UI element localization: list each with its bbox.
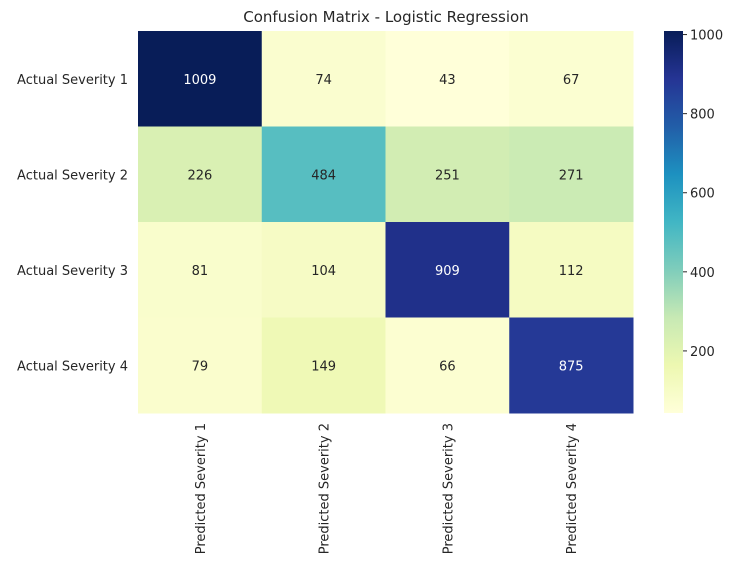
cell-value-r2-c3: 251 (435, 168, 460, 183)
cell-value-r4-c3: 66 (439, 359, 456, 374)
x-tick-label-predicted-severity-4: Predicted Severity 4 (565, 423, 580, 554)
cell-value-r3-c4: 112 (559, 264, 584, 279)
heatmap-cell-r1-c4 (509, 31, 634, 127)
x-tick-labels: Predicted Severity 1 Predicted Severity 2… (194, 423, 580, 554)
x-tick-label-predicted-severity-1: Predicted Severity 1 (194, 423, 209, 554)
y-tick-label-actual-severity-4: Actual Severity 4 (17, 359, 128, 374)
y-tick-label-actual-severity-1: Actual Severity 1 (17, 73, 128, 88)
heatmap-cell-r4-c4 (509, 317, 634, 414)
heatmap-cell-r3-c4 (509, 222, 634, 318)
cell-value-r3-c1: 81 (192, 264, 209, 279)
cell-value-r1-c4: 67 (563, 73, 580, 88)
heatmap-cell-r1-c3 (385, 31, 510, 127)
cell-value-r1-c1: 1009 (183, 73, 216, 88)
cell-value-r3-c3: 909 (435, 264, 460, 279)
heatmap-cell-r3-c1 (138, 222, 263, 318)
cell-value-r4-c1: 79 (192, 359, 209, 374)
colorbar-ticks: 200 400 600 800 1000 (683, 29, 723, 360)
heatmap-cell-r3-c2 (261, 222, 386, 318)
heatmap-cell-r2-c4 (509, 126, 634, 223)
colorbar-tick-label: 1000 (690, 29, 723, 44)
heatmap-cell-r2-c1 (138, 126, 263, 223)
heatmap-cells (138, 31, 634, 414)
cell-value-r1-c3: 43 (439, 73, 456, 88)
heatmap-cell-r2-c2 (261, 126, 386, 223)
y-tick-labels: Actual Severity 1 Actual Severity 2 Actual… (17, 73, 128, 375)
colorbar-tick-label: 600 (690, 187, 715, 202)
colorbar-tick-label: 200 (690, 345, 715, 360)
heatmap-cell-r1-c1 (138, 31, 263, 127)
colorbar (664, 31, 683, 413)
heatmap-cell-r3-c3 (385, 222, 510, 318)
cell-value-r2-c2: 484 (311, 168, 336, 183)
colorbar-tick-label: 800 (690, 108, 715, 123)
heatmap-cell-r2-c3 (385, 126, 510, 223)
cell-value-r4-c4: 875 (559, 359, 584, 374)
colorbar-tick-label: 400 (690, 266, 715, 281)
cell-value-r3-c2: 104 (311, 264, 336, 279)
x-tick-label-predicted-severity-3: Predicted Severity 3 (441, 423, 456, 554)
heatmap-cell-r4-c3 (385, 317, 510, 414)
heatmap-cell-r4-c2 (261, 317, 386, 414)
cell-value-r4-c2: 149 (311, 359, 336, 374)
y-tick-label-actual-severity-3: Actual Severity 3 (17, 264, 128, 279)
cell-value-r1-c2: 74 (315, 73, 332, 88)
y-tick-label-actual-severity-2: Actual Severity 2 (17, 168, 128, 183)
heatmap-cell-r4-c1 (138, 317, 263, 414)
cell-value-r2-c4: 271 (559, 168, 584, 183)
heatmap-annotations: 1009 74 43 67 226 484 251 271 81 104 909 112 79 149 66… (183, 73, 583, 375)
heatmap-cell-r1-c2 (261, 31, 386, 127)
chart-title: Confusion Matrix - Logistic Regression (243, 8, 528, 26)
cell-value-r2-c1: 226 (187, 168, 212, 183)
x-tick-label-predicted-severity-2: Predicted Severity 2 (318, 423, 333, 554)
